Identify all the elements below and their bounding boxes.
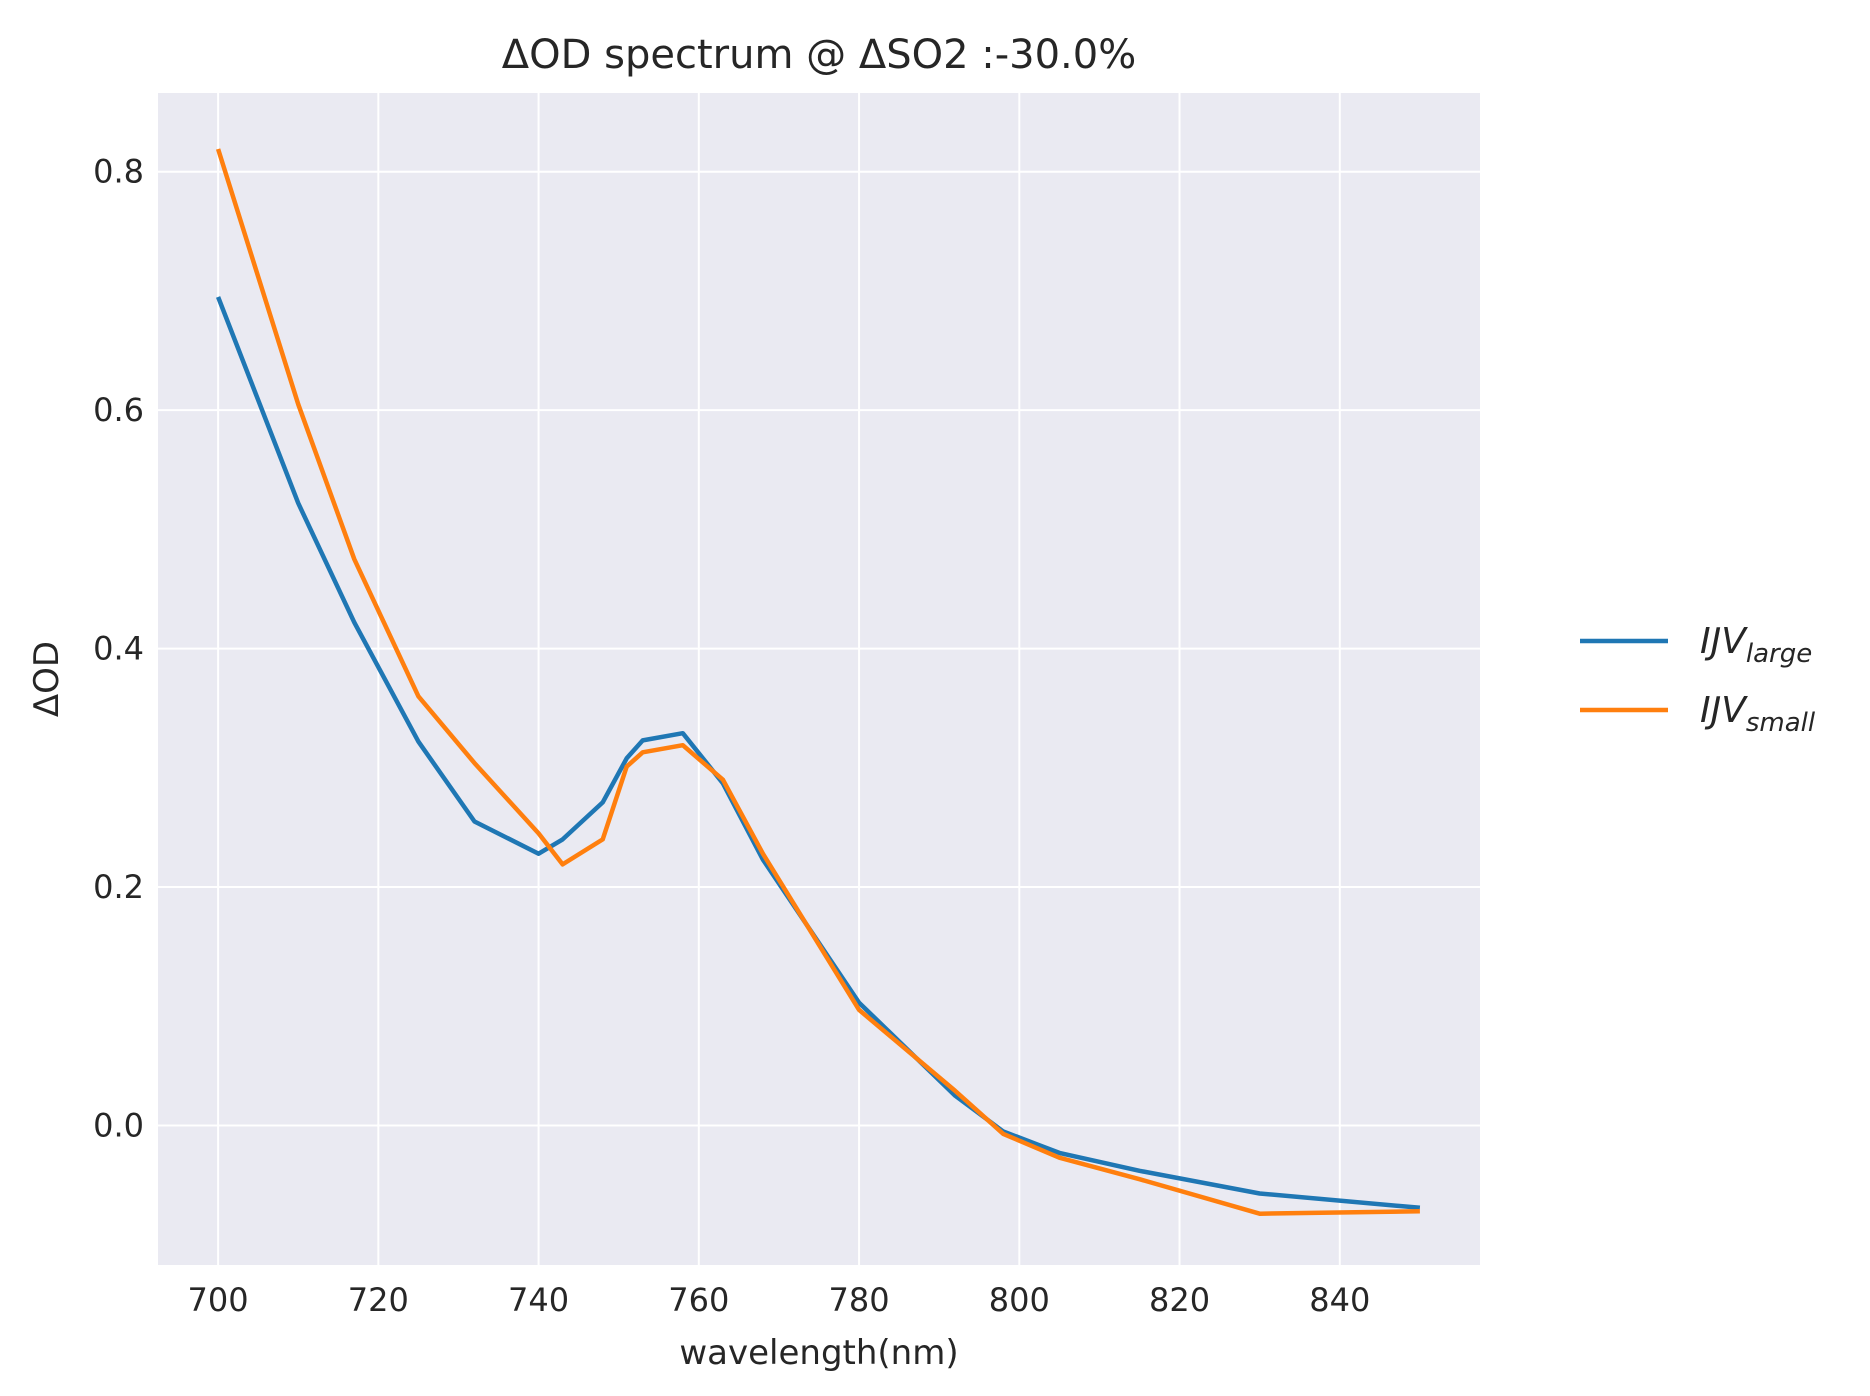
- y-tick-label: 0.8: [93, 153, 144, 191]
- x-tick-labels: 700 720 740 760 780 800 820 840: [188, 1281, 1371, 1319]
- x-tick-label: 800: [989, 1281, 1050, 1319]
- y-tick-label: 0.6: [93, 391, 144, 429]
- x-tick-label: 740: [508, 1281, 569, 1319]
- x-tick-label: 840: [1309, 1281, 1370, 1319]
- chart-title: ΔOD spectrum @ ΔSO2 :-30.0%: [502, 32, 1136, 78]
- grid: [158, 93, 1480, 1265]
- series-line-large: [216, 296, 1421, 1211]
- plot-background: [158, 93, 1480, 1265]
- legend-label-sub: large: [1746, 639, 1812, 669]
- legend-label-sub: small: [1746, 708, 1816, 738]
- y-tick-label: 0.2: [93, 868, 144, 906]
- legend-label-base: IJV: [1700, 621, 1748, 662]
- y-axis-label: ΔOD: [27, 641, 67, 717]
- series-line-small: [215, 148, 1420, 1216]
- x-tick-label: 700: [188, 1281, 249, 1319]
- series-layer: [215, 148, 1421, 1216]
- legend-label-base: IJV: [1700, 690, 1748, 731]
- x-tick-label: 780: [829, 1281, 890, 1319]
- x-tick-label: 820: [1149, 1281, 1210, 1319]
- x-axis-label: wavelength(nm): [679, 1333, 958, 1373]
- y-tick-label: 0.4: [93, 630, 144, 668]
- y-tick-label: 0.0: [93, 1107, 144, 1145]
- legend-label-small: IJVsmall: [1700, 690, 1816, 738]
- x-tick-label: 760: [668, 1281, 729, 1319]
- x-tick-label: 720: [348, 1281, 409, 1319]
- y-tick-labels: 0.0 0.2 0.4 0.6 0.8: [93, 153, 144, 1145]
- legend-label-large: IJVlarge: [1700, 621, 1812, 669]
